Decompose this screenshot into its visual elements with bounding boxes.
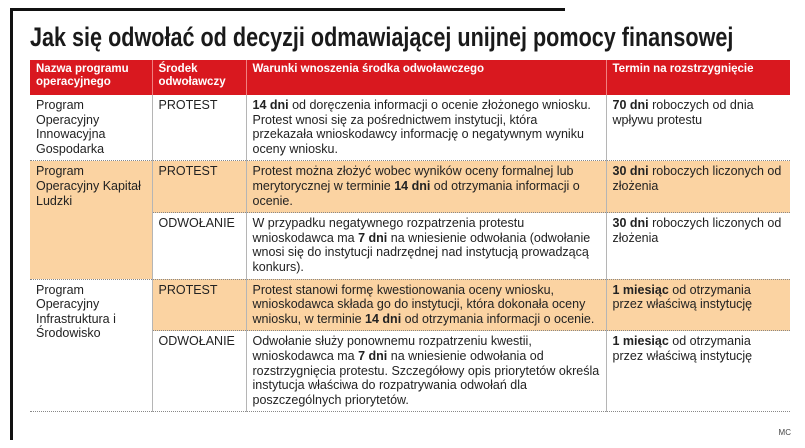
bold-text: 1 miesiąc <box>612 282 669 297</box>
credit: MC <box>778 428 791 437</box>
frame-line <box>10 8 565 11</box>
program-cell: Program Operacyjny Innowacyjna Gospodark… <box>30 95 152 162</box>
program-cell: Program Operacyjny Infrastruktura i Środ… <box>30 279 152 413</box>
table-row: ODWOŁANIE W przypadku negatywnego rozpatr… <box>30 212 790 280</box>
program-cell: Program Operacyjny Kapitał Ludzki <box>30 160 152 280</box>
bold-text: 30 dni <box>612 216 649 231</box>
text: Protest stanowi formę kwestionowania oce… <box>252 282 586 326</box>
text: Protest można złożyć wobec wyników oceny… <box>252 164 574 193</box>
header-row: Nazwa programu operacyjnego Środek odwoła… <box>30 60 790 95</box>
bold-text: 14 dni <box>365 311 402 326</box>
table-row: ODWOŁANIE Odwołanie służy ponownemu rozpa… <box>30 330 790 413</box>
conditions-cell: 14 dni od doręczenia informacji o ocenie… <box>245 95 606 162</box>
table: Nazwa programu operacyjnego Środek odwoła… <box>30 60 790 413</box>
table-body: Program Operacyjny Innowacyjna Gospodark… <box>30 95 790 413</box>
table-row: Program Operacyjny Innowacyjna Gospodark… <box>30 95 790 162</box>
text: W przypadku negatywnego rozpatrzenia pro… <box>252 216 525 245</box>
conditions-cell: Odwołanie służy ponownemu rozpatrzeniu k… <box>245 330 606 413</box>
deadline-cell: 30 dni roboczych liczonych od złożenia <box>605 212 790 280</box>
table-row: Program Operacyjny Infrastruktura i Środ… <box>30 279 790 413</box>
measure-cell: PROTEST <box>151 160 246 214</box>
text: od otrzymania informacji o ocenie. <box>252 178 580 208</box>
header-cell: Środek odwoławczy <box>151 60 246 95</box>
bold-text: 1 miesiąc <box>612 334 669 349</box>
text: na wniesienie odwołania od rozstrzygnięc… <box>252 348 600 407</box>
bold-text: 70 dni <box>612 98 649 112</box>
measure-cell: ODWOŁANIE <box>151 212 246 280</box>
conditions-cell: Protest stanowi formę kwestionowania oce… <box>245 279 606 332</box>
deadline-cell: 30 dni roboczych liczonych od złożenia <box>605 160 790 214</box>
text: od doręczenia informacji o ocenie złożon… <box>252 98 591 156</box>
deadline-cell: 70 dni roboczych od dnia wpływu protestu <box>605 95 790 162</box>
header-cell: Termin na rozstrzygnięcie <box>605 60 790 95</box>
conditions-cell: Protest można złożyć wobec wyników oceny… <box>245 160 606 214</box>
text: roboczych od dnia wpływu protestu <box>612 98 754 127</box>
text: od otrzymania informacji o ocenie. <box>401 311 595 326</box>
deadline-cell: 1 miesiąc od otrzymania przez właściwą i… <box>605 330 790 413</box>
measure-cell: PROTEST <box>151 279 246 332</box>
table-row: Program Operacyjny Kapitał Ludzki PROTEST… <box>30 160 790 280</box>
frame-line <box>10 8 13 440</box>
header-cell: Warunki wnoszenia środka odwoławczego <box>245 60 606 95</box>
text: Odwołanie służy ponownemu rozpatrzeniu k… <box>252 334 532 363</box>
measure-cell: PROTEST <box>151 95 246 162</box>
bold-text: 14 dni <box>394 178 431 193</box>
bold-text: 7 dni <box>358 230 388 245</box>
bold-text: 14 dni <box>252 98 289 112</box>
measure-cell: ODWOŁANIE <box>151 330 246 413</box>
deadline-cell: 1 miesiąc od otrzymania przez właściwą i… <box>605 279 790 332</box>
header-cell: Nazwa programu operacyjnego <box>30 60 152 95</box>
conditions-cell: W przypadku negatywnego rozpatrzenia pro… <box>245 212 606 280</box>
bold-text: 30 dni <box>612 164 649 179</box>
text: roboczych liczonych od złożenia <box>612 216 782 245</box>
bold-text: 7 dni <box>358 348 388 363</box>
text: na wniesienie odwołania (odwołanie wnosi… <box>252 230 591 274</box>
title: Jak się odwołać od decyzji odmawiającej … <box>30 22 734 52</box>
text: od otrzymania przez właściwą instytucję <box>612 282 753 312</box>
text: roboczych liczonych od złożenia <box>612 164 782 193</box>
text: od otrzymania przez właściwą instytucję <box>612 334 753 363</box>
